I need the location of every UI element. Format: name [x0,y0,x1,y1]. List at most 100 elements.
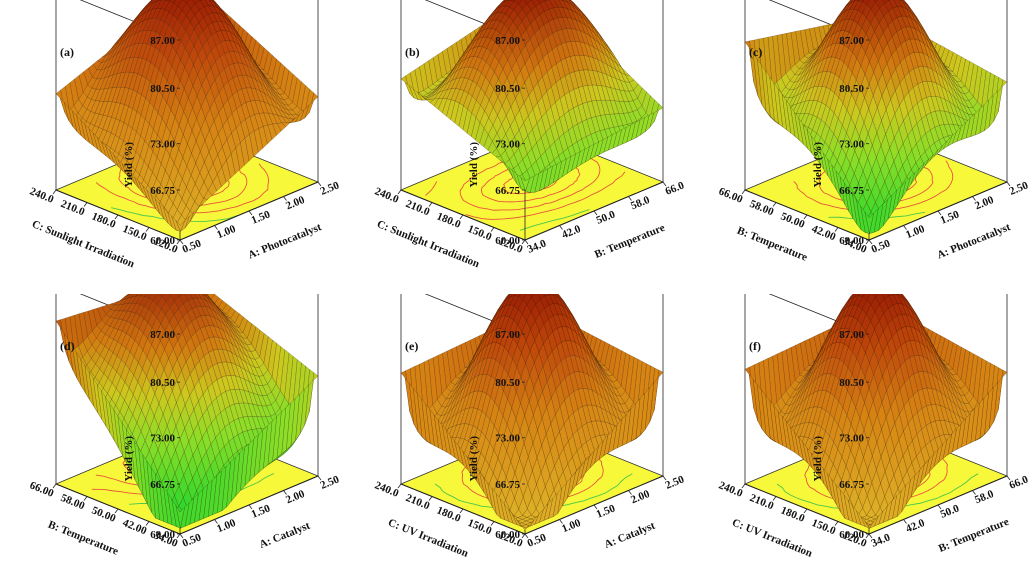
x-tick-label: 1.00 [215,223,238,242]
x-tick-label: 1.50 [250,208,273,227]
y-tick-label: 240.0 [28,185,56,206]
y-axis-label: C: Sunlight Irradiation [375,218,481,270]
x-tick-label: 1.50 [595,502,618,521]
z-axis-label: Yield (%) [812,436,824,482]
z-tick-label: 60.00 [495,529,520,541]
z-tick-label: 66.75 [839,185,864,197]
x-tick [524,533,529,539]
panel-f: 60.00 66.75 73.00 80.50 87.00 Yield (%) 34.0 42… [689,294,1034,587]
z-axis-label: Yield (%) [468,436,480,482]
y-tick [834,227,839,232]
x-tick-label: 66.0 [664,179,687,198]
x-tick-label: 58.0 [629,194,652,213]
y-tick [145,521,150,526]
y-tick-label: 240.0 [373,479,401,500]
x-tick-label: 2.50 [319,473,342,492]
x-tick-label: 34.0 [870,531,893,550]
y-tick [741,189,746,195]
x-tick-label: 2.50 [1008,179,1031,198]
x-tick [179,533,184,539]
response-surface [744,0,1008,234]
x-tick [317,181,322,187]
y-tick [397,189,402,195]
z-tick-label: 60.00 [150,235,175,247]
panel-label: (b) [405,45,420,59]
z-axis-label: Yield (%) [812,142,824,188]
x-tick [628,196,632,201]
z-tick-label: 87.00 [495,35,520,47]
y-tick [865,533,870,539]
x-tick [903,225,907,230]
y-tick-label: 240.0 [717,479,745,500]
y-tick [52,189,57,195]
y-tick [114,214,119,220]
y-tick [176,533,181,539]
x-tick [283,196,287,201]
x-tick-label: 42.0 [560,223,583,242]
panel-label: (a) [60,45,74,59]
x-tick [1006,181,1011,187]
x-tick [903,519,907,524]
y-tick [490,521,495,526]
x-tick-label: 2.00 [284,194,307,213]
x-tick [628,490,632,495]
x-axis-label: A: Photocatalyst [246,221,323,261]
z-tick-label: 66.75 [839,479,864,491]
y-tick [428,202,433,207]
x-tick [662,181,667,187]
panel-label: (d) [60,339,75,353]
contour-line [465,171,626,220]
x-tick-label: 1.50 [250,502,273,521]
y-tick [397,483,402,489]
x-tick-label: 1.50 [939,208,962,227]
x-tick [214,225,218,230]
response-surface [55,0,319,232]
x-tick-label: 34.0 [526,237,549,256]
y-tick [772,496,777,501]
y-tick [428,496,433,501]
x-tick [593,210,598,216]
y-tick [145,227,150,232]
x-tick-label: 50.0 [595,208,618,227]
surface-plot: 60.00 66.75 73.00 80.50 87.00 Yield (%) 0.50 1.… [373,294,686,560]
surface-plot: 60.00 66.75 73.00 80.50 87.00 Yield (%) 0.50 1.… [717,0,1031,264]
x-tick-label: 2.00 [629,488,652,507]
z-tick-label: 60.00 [839,235,864,247]
z-tick-label: 80.50 [495,377,520,389]
z-tick-label: 60.00 [495,235,520,247]
surface-plot: 60.00 66.75 73.00 80.50 87.00 Yield (%) 0.50 1.… [28,294,342,558]
z-tick-label: 66.75 [150,479,175,491]
x-tick [937,210,942,216]
z-tick-label: 73.00 [495,433,520,445]
y-tick [52,483,57,489]
y-tick [490,227,495,232]
x-axis-label: A: Catalyst [603,520,657,551]
y-axis-label: B: Temperature [46,519,120,558]
x-tick [868,239,873,245]
y-tick [772,202,777,207]
x-tick [317,475,322,481]
z-tick-label: 87.00 [150,329,175,341]
y-axis-label: C: Sunlight Irradiation [30,218,136,270]
x-tick-label: 2.00 [973,194,996,213]
x-tick-label: 42.0 [904,517,927,536]
z-tick-label: 66.75 [150,185,175,197]
panel-a: 60.00 66.75 73.00 80.50 87.00 Yield (%) 0.50 1.… [0,0,345,293]
y-tick [865,239,870,245]
x-tick [524,239,529,245]
z-tick-label: 73.00 [495,139,520,151]
x-tick-label: 0.50 [181,237,204,256]
x-tick-label: 58.0 [973,488,996,507]
z-tick-label: 66.75 [495,479,520,491]
response-surface [744,294,1008,529]
z-tick-label: 87.00 [495,329,520,341]
panel-label: (e) [405,339,418,353]
x-tick-label: 1.00 [904,223,927,242]
x-axis-label: A: Catalyst [258,520,312,551]
z-tick-label: 87.00 [839,329,864,341]
z-tick-label: 80.50 [839,83,864,95]
x-tick [559,225,563,230]
x-tick-label: 66.0 [1008,473,1031,492]
response-surface [400,294,664,531]
